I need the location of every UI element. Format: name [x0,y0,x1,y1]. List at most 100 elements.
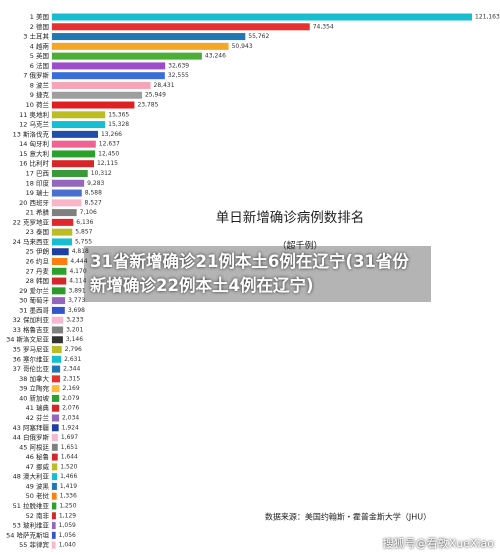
bar [52,355,62,363]
value-label: 74,354 [313,23,334,30]
bar [52,306,65,314]
category-label: 31 墨西哥 [19,306,49,314]
value-label: 10,312 [91,170,112,177]
bar [52,13,472,21]
category-label: 7 俄罗斯 [23,71,49,80]
value-label: 2,344 [63,366,80,373]
bar [52,473,58,481]
category-label: 45 阿根廷 [19,442,49,451]
value-label: 1,697 [61,434,78,441]
value-label: 2,631 [64,356,81,363]
category-label: 53 玻利维亚 [13,521,50,530]
category-label: 13 斯洛伐克 [13,129,50,138]
category-label: 26 约旦 [26,257,50,266]
value-label: 1,129 [59,512,76,519]
bar [52,316,64,324]
bar [52,101,135,109]
source: 数据来源：美国约翰斯・霍普金斯大学（JHU） [265,512,431,522]
bar [52,492,57,500]
bar [52,522,56,530]
bar [52,463,58,471]
category-label: 14 匈牙利 [19,139,49,148]
category-label: 22 克罗地亚 [13,217,50,226]
bar [52,375,61,383]
value-label: 8,588 [85,190,102,197]
category-label: 32 保加利亚 [13,315,50,324]
value-label: 3,891 [68,287,85,294]
category-label: 20 西班牙 [19,198,49,207]
bar [52,209,77,217]
bar [52,42,229,50]
category-label: 6 法国 [30,61,49,70]
bar [52,81,151,89]
category-label: 49 波黑 [26,481,50,490]
bar [52,189,82,197]
value-label: 121,163 [475,14,500,21]
category-label: 41 瑞典 [26,403,50,412]
category-label: 47 挪威 [26,462,50,471]
bar [52,346,62,354]
bar [52,453,58,461]
value-label: 28,431 [154,82,175,89]
value-label: 2,079 [62,395,79,402]
value-label: 4,818 [72,248,89,255]
bar [52,140,96,148]
bar [52,248,69,256]
category-label: 39 立陶宛 [19,384,49,393]
bar [52,541,56,549]
category-label: 33 格鲁吉亚 [13,325,50,334]
category-label: 9 捷克 [30,90,50,99]
category-label: 5 英国 [30,51,49,60]
bar [52,199,82,207]
bar [52,277,67,285]
category-label: 50 老挝 [26,491,50,500]
bar [52,218,74,226]
category-label: 3 土耳其 [23,32,49,41]
value-label: 8,527 [85,199,102,206]
value-label: 25,949 [145,92,166,99]
bar [52,326,64,334]
bar [52,267,67,275]
category-label: 21 希腊 [26,208,50,217]
value-label: 1,250 [59,503,76,510]
category-label: 19 瑞士 [26,188,50,197]
value-label: 3,233 [66,317,83,324]
value-label: 43,246 [205,53,226,60]
bar [52,404,60,412]
bar [52,228,73,236]
value-label: 3,773 [68,297,85,304]
category-label: 28 韩国 [26,276,49,285]
value-label: 13,266 [101,131,122,138]
bar [52,287,66,295]
category-label: 43 阿塞拜疆 [13,423,50,432]
value-label: 1,644 [61,454,78,461]
value-label: 2,796 [65,346,82,353]
value-label: 15,365 [108,111,129,118]
category-label: 23 泰国 [26,227,49,236]
category-label: 55 菲律宾 [19,540,49,549]
category-label: 48 澳大利亚 [13,472,50,481]
value-label: 1,419 [60,483,77,490]
bar [52,482,57,490]
value-label: 5,755 [75,238,92,245]
value-label: 7,106 [80,209,97,216]
watermark: 搜狐号@看敦XueXiao [382,537,494,550]
category-label: 10 荷兰 [26,100,50,109]
bar [52,424,59,432]
category-label: 4 越南 [30,41,50,50]
category-label: 2 德国 [30,22,49,31]
category-label: 36 塞尔维亚 [13,354,50,363]
bar [52,150,96,158]
category-label: 11 奥地利 [19,110,49,119]
bar [52,512,56,520]
value-label: 1,651 [61,444,78,451]
value-label: 50,943 [232,43,253,50]
value-label: 15,328 [108,121,129,128]
value-label: 2,315 [63,375,80,382]
bar [52,414,60,422]
bar [52,72,165,80]
category-label: 18 印度 [26,178,50,187]
value-label: 1,520 [60,463,77,470]
bar [52,531,56,539]
